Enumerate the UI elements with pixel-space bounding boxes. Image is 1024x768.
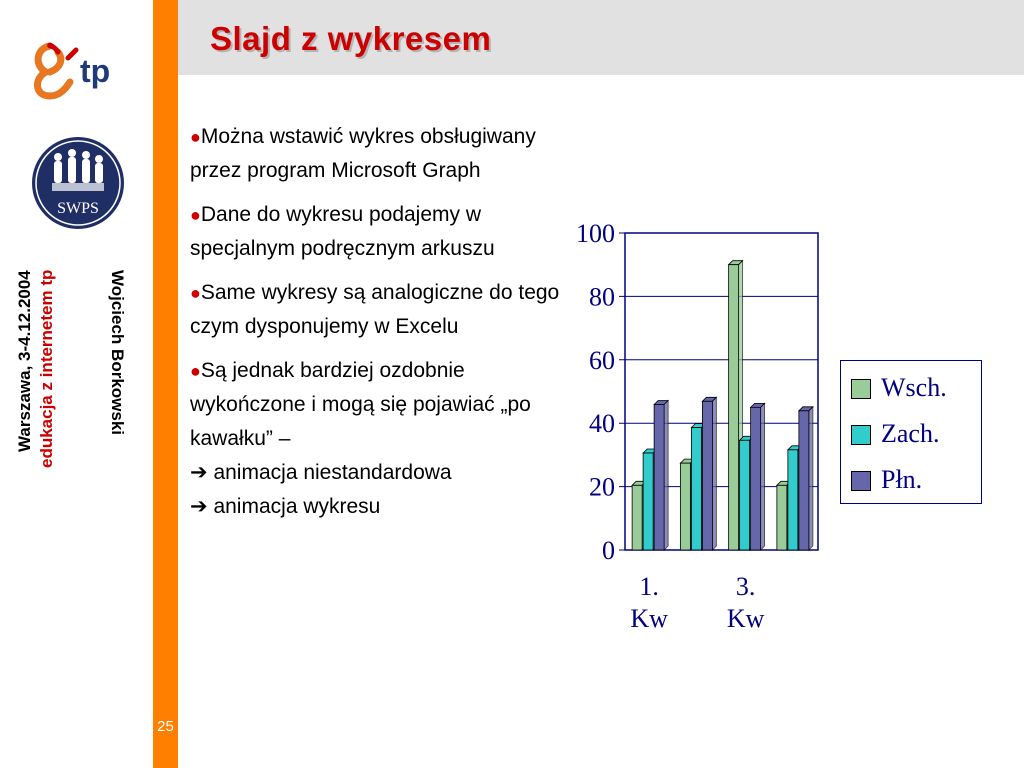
bar xyxy=(787,449,799,551)
legend-swatch xyxy=(851,471,871,491)
bullet-text: Same wykresy są analogiczne do tego czym… xyxy=(190,281,560,338)
bar-side xyxy=(711,396,717,551)
bar xyxy=(739,439,751,551)
accent-bar xyxy=(153,0,178,768)
chart-y-ticks: 0 20 40 60 80 100 xyxy=(576,219,615,565)
legend-swatch xyxy=(851,425,871,445)
chart-legend: Wsch. Zach. Płn. xyxy=(840,360,982,504)
bullet-item: ●Są jednak bardziej ozdobnie wykończone … xyxy=(190,354,570,524)
swps-logo: SWPS xyxy=(32,137,124,229)
y-tick-label: 100 xyxy=(576,219,615,248)
y-tick-label: 60 xyxy=(589,346,615,375)
event-place-date: Warszawa, 3-4.12.2004 xyxy=(15,270,34,452)
legend-label: Płn. xyxy=(881,465,923,494)
bar-chart: 0 20 40 60 80 100 1. Kw 3. Kw xyxy=(576,219,819,633)
swps-figures xyxy=(52,149,104,191)
chart-x-labels: 1. Kw 3. Kw xyxy=(630,572,764,633)
chart-bars xyxy=(631,259,814,551)
bar xyxy=(690,427,702,551)
bar xyxy=(701,400,713,551)
legend-item: Zach. xyxy=(851,417,981,451)
bullet-dot-icon: ● xyxy=(190,361,201,381)
bar xyxy=(728,264,740,551)
y-tick-label: 40 xyxy=(589,409,615,438)
legend-item: Wsch. xyxy=(851,371,981,405)
legend-swatch xyxy=(851,379,871,399)
bar xyxy=(750,406,762,551)
x-tick-label: 3. Kw xyxy=(727,572,765,633)
y-tick-label: 80 xyxy=(589,282,615,311)
bar xyxy=(679,462,691,551)
ampersand-shape xyxy=(34,42,74,100)
bar xyxy=(653,404,665,551)
bullet-text: Są jednak bardziej ozdobnie wykończone i… xyxy=(190,359,531,450)
bar-side xyxy=(663,399,669,551)
slide-title: Slajd z wykresem xyxy=(210,20,492,57)
side-panel: tp SWPS Wojciech Borkowski edukacja z in… xyxy=(0,0,153,768)
legend-label: Zach. xyxy=(881,419,940,448)
slide-number: 25 xyxy=(157,718,174,735)
title-bar xyxy=(178,0,1024,75)
bullet-dot-icon: ● xyxy=(190,283,201,303)
arrow-line: ➔ animacja niestandardowa xyxy=(190,456,570,490)
arrow-text: animacja wykresu xyxy=(213,495,381,518)
bullet-item: ●Można wstawić wykres obsługiwany przez … xyxy=(190,120,570,188)
arrow-right-icon: ➔ xyxy=(190,461,208,484)
x-tick-label: 1. Kw xyxy=(630,572,668,633)
bullet-text: Dane do wykresu podajemy w specjalnym po… xyxy=(190,203,495,260)
legend-label: Wsch. xyxy=(881,373,947,402)
y-tick-label: 20 xyxy=(589,473,615,502)
tp-logo-text: tp xyxy=(80,53,110,89)
bullet-list: ●Można wstawić wykres obsługiwany przez … xyxy=(190,120,570,534)
tp-logo: tp xyxy=(34,42,110,100)
bullet-item: ●Dane do wykresu podajemy w specjalnym p… xyxy=(190,198,570,266)
bar xyxy=(776,484,788,551)
legend-item: Płn. xyxy=(851,463,981,497)
bar xyxy=(642,452,654,551)
bar xyxy=(631,484,643,551)
author-name: Wojciech Borkowski xyxy=(108,270,127,436)
bullet-text: Można wstawić wykres obsługiwany przez p… xyxy=(190,125,536,182)
arrow-text: animacja niestandardowa xyxy=(213,461,452,484)
bar-side xyxy=(808,405,814,551)
event-name: edukacja z internetem tp xyxy=(37,270,56,469)
arrow-right-icon: ➔ xyxy=(190,495,208,518)
bar-side xyxy=(760,402,766,551)
bullet-dot-icon: ● xyxy=(190,127,201,147)
ampersand-red xyxy=(47,42,79,61)
bullet-item: ●Same wykresy są analogiczne do tego czy… xyxy=(190,276,570,344)
y-tick-label: 0 xyxy=(602,536,615,565)
bullet-dot-icon: ● xyxy=(190,205,201,225)
bar xyxy=(798,410,810,551)
swps-logo-text: SWPS xyxy=(57,200,99,217)
arrow-line: ➔ animacja wykresu xyxy=(190,490,570,524)
